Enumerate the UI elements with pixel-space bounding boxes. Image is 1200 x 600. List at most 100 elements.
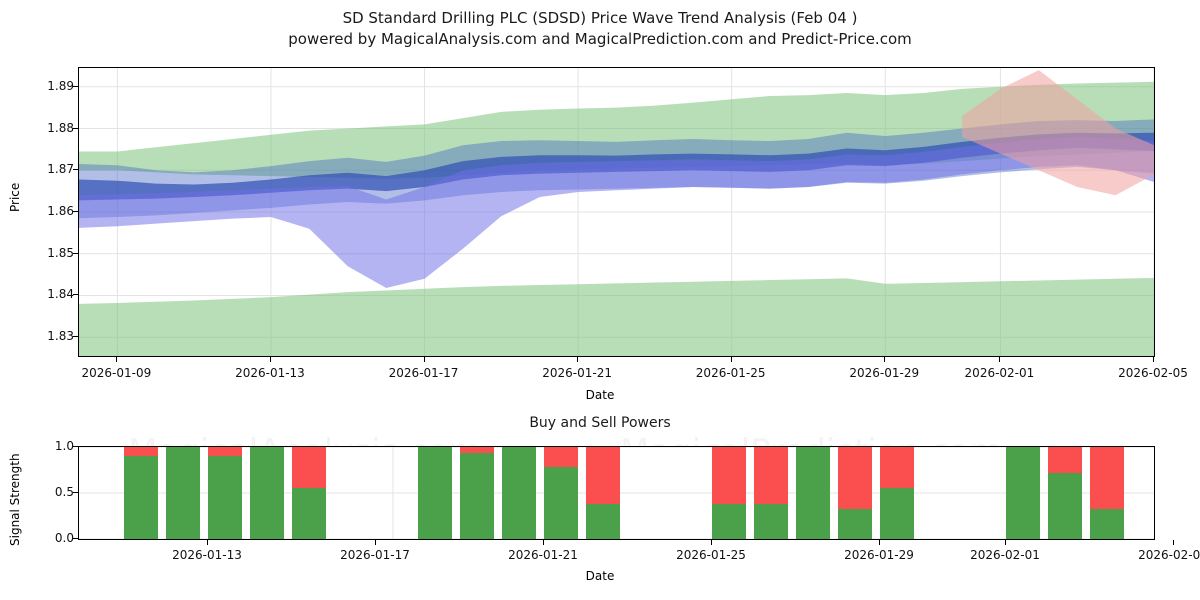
signal-bar [880, 447, 914, 539]
bar-segment-buy [166, 447, 200, 539]
price-y-tick-label: 1.85 [47, 245, 74, 260]
price-y-tick-label: 1.86 [47, 204, 74, 218]
bar-x-tick-mark [543, 540, 544, 545]
bar-y-tick-label: 1.0 [54, 439, 74, 453]
title-line-1: SD Standard Drilling PLC (SDSD) Price Wa… [342, 9, 858, 27]
price-y-tick-mark [73, 85, 78, 87]
price-y-tick-mark [73, 252, 78, 254]
signal-bar [460, 447, 494, 539]
bar-x-tick-mark [1005, 540, 1006, 545]
bar-x-tick-label: 2026-01-29 [844, 548, 914, 562]
price-x-tick-label: 2026-01-21 [542, 366, 612, 380]
bar-segment-buy [460, 453, 494, 539]
bar-segment-sell [586, 447, 620, 505]
price-y-tick-mark [73, 127, 78, 129]
price-y-tick-mark [73, 169, 78, 171]
bar-x-axis-label: Date [585, 569, 615, 583]
bar-segment-buy [292, 488, 326, 539]
price-chart-plot-area [78, 67, 1155, 357]
signal-bar [1048, 447, 1082, 539]
bar-chart-plot-area [78, 446, 1155, 540]
price-y-tick-label: 1.87 [47, 162, 74, 177]
bar-segment-buy [880, 488, 914, 539]
bar-segment-sell [712, 447, 746, 505]
band-lower-green-envelope [79, 277, 1154, 356]
price-x-tick-mark [269, 357, 271, 362]
bar-segment-buy [712, 504, 746, 539]
bar-y-tick-label: 0.5 [54, 485, 74, 499]
bar-x-tick-label: 2026-02-05 [1138, 548, 1200, 562]
price-x-tick-mark [884, 357, 886, 362]
bar-segment-buy [1006, 447, 1040, 539]
bar-x-tick-label: 2026-01-17 [340, 548, 410, 562]
bar-y-tick-label: 0.0 [54, 531, 74, 545]
bar-segment-buy [586, 504, 620, 539]
page-title: SD Standard Drilling PLC (SDSD) Price Wa… [0, 8, 1200, 50]
bar-segment-buy [1090, 508, 1124, 539]
bar-x-tick-mark [1173, 540, 1174, 545]
bar-y-axis-label: Signal Strength [8, 453, 22, 546]
bar-segment-buy [124, 456, 158, 539]
price-x-tick-label: 2026-01-25 [695, 366, 766, 380]
price-y-tick-label: 1.88 [47, 120, 74, 135]
bar-x-tick-label: 2026-01-13 [172, 548, 242, 562]
bar-segment-sell [460, 447, 494, 454]
bar-segment-sell [208, 447, 242, 457]
bar-x-tick-mark [375, 540, 376, 545]
signal-bar [712, 447, 746, 539]
bar-segment-sell [292, 447, 326, 489]
bar-y-tick-mark [73, 492, 78, 493]
signal-bar [586, 447, 620, 539]
band-purple-band [79, 136, 1154, 288]
bar-chart-title: Buy and Sell Powers [529, 415, 671, 431]
signal-bar [292, 447, 326, 539]
signal-bar [1090, 447, 1124, 539]
bar-y-tick-mark [73, 538, 78, 539]
signal-bar [208, 447, 242, 539]
price-x-tick-label: 2026-01-09 [81, 366, 152, 380]
price-x-tick-mark [1153, 357, 1154, 362]
bar-segment-buy [502, 447, 536, 539]
price-x-tick-label: 2026-01-29 [849, 366, 920, 380]
bar-segment-sell [838, 447, 872, 509]
price-y-tick-mark [73, 336, 78, 338]
price-x-tick-mark [423, 357, 425, 362]
signal-bar [796, 447, 830, 539]
bar-segment-buy [796, 447, 830, 539]
price-x-tick-mark [116, 357, 118, 362]
signal-bar [1006, 447, 1040, 539]
price-y-tick-mark [73, 294, 78, 296]
bar-x-tick-label: 2026-01-21 [508, 548, 578, 562]
bar-segment-sell [754, 447, 788, 505]
bar-segment-buy [418, 447, 452, 539]
bar-x-tick-mark [711, 540, 712, 545]
signal-bar [502, 447, 536, 539]
bar-x-tick-label: 2026-01-25 [676, 548, 746, 562]
price-y-tick-label: 1.83 [47, 329, 74, 344]
price-x-tick-mark [577, 357, 579, 362]
bar-x-tick-label: 2026-02-01 [970, 548, 1040, 562]
price-y-tick-label: 1.89 [47, 78, 74, 93]
signal-bar [124, 447, 158, 539]
price-wave-bands [79, 68, 1154, 356]
price-x-tick-mark [730, 357, 732, 362]
band-pink-wedge [962, 70, 1154, 196]
price-x-tick-label: 2026-01-13 [235, 366, 305, 380]
price-y-tick-mark [73, 211, 78, 212]
title-line-2: powered by MagicalAnalysis.com and Magic… [288, 30, 912, 48]
bar-segment-buy [544, 467, 578, 539]
signal-bar [754, 447, 788, 539]
bar-y-tick-mark [73, 446, 78, 447]
price-x-tick-label: 2026-01-17 [388, 366, 459, 380]
price-y-axis-label: Price [8, 182, 22, 212]
signal-bar [418, 447, 452, 539]
bar-segment-buy [838, 508, 872, 539]
price-x-tick-label: 2026-02-01 [964, 366, 1035, 380]
bar-segment-sell [1048, 447, 1082, 473]
bar-segment-buy [754, 504, 788, 539]
signal-bar [166, 447, 200, 539]
signal-bar [250, 447, 284, 539]
bar-segment-sell [124, 447, 158, 457]
bar-segment-sell [1090, 447, 1124, 509]
